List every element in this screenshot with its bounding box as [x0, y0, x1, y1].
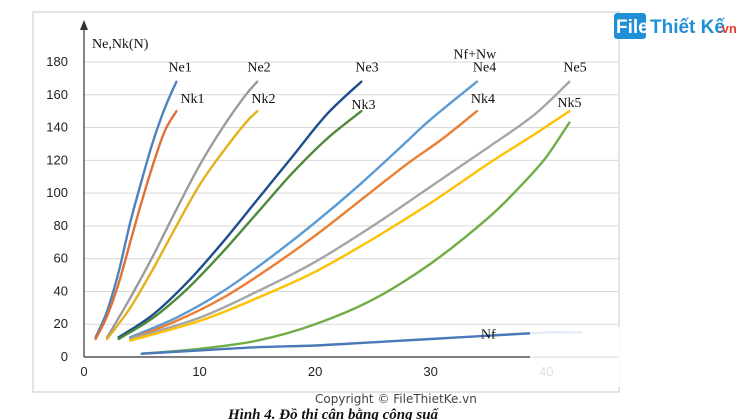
x-tick-label: 10 [192, 364, 206, 379]
y-tick-label: 100 [46, 185, 68, 200]
series-line-nk4 [129, 110, 479, 341]
logo-part-vn: .vn [718, 21, 737, 36]
series-label: Nf [481, 327, 496, 342]
logo-part-file: File [616, 17, 649, 38]
series-label: Nk3 [351, 98, 375, 113]
figure-caption: Hình 4. Đồ thị cân bằng công suấ [227, 407, 440, 420]
series-label: Ne1 [168, 61, 191, 76]
series-label: Ne3 [355, 61, 378, 76]
series-label: Ne5 [563, 61, 586, 76]
x-tick-label: 0 [80, 364, 87, 379]
series-label: Nf+Nw [453, 48, 497, 63]
y-tick-label: 0 [61, 349, 68, 364]
x-tick-label: 30 [423, 364, 437, 379]
y-axis-arrow [80, 20, 88, 30]
series-line-nk1 [94, 110, 178, 341]
y-tick-label: 180 [46, 54, 68, 69]
logo-box [614, 13, 646, 39]
logo-part-thietke: Thiết Kế [650, 17, 725, 38]
series-line-nk3 [117, 110, 363, 341]
series-line-ne4 [129, 80, 479, 339]
series-label: Nk4 [471, 92, 495, 107]
series-line-nk2 [105, 110, 259, 341]
y-axis-title: Ne,Nk(N) [92, 37, 149, 52]
gridlines [84, 61, 618, 325]
y-tick-label: 40 [54, 283, 68, 298]
series-line-ne1 [94, 80, 178, 339]
x-tick-label: 20 [308, 364, 322, 379]
series-labels: Ne1 Nk1 Ne2 Nk2 Ne3 Nk3 Ne4 Nk4 Ne5 Nk5 Nf+Nw Nf [168, 48, 586, 343]
axes [80, 20, 618, 358]
y-tick-label: 20 [54, 316, 68, 331]
copyright-watermark: Copyright © FileThietKe.vn [315, 392, 477, 406]
series-line-nk5 [129, 110, 571, 342]
series-label: Nk5 [557, 96, 581, 111]
series-line-ne5 [129, 80, 571, 341]
y-tick-label: 80 [54, 218, 68, 233]
y-tick-label: 120 [46, 152, 68, 167]
y-tick-labels: 0 20 40 60 80 100 120 140 160 180 [46, 54, 68, 364]
y-tick-label: 160 [46, 87, 68, 102]
brand-logo: File Thiết Kế .vn [614, 13, 737, 39]
series-line-ne3 [117, 80, 363, 339]
series-label: Ne4 [473, 61, 496, 76]
y-tick-label: 60 [54, 251, 68, 266]
series-label: Nk1 [180, 92, 204, 107]
series-label: Ne2 [247, 61, 270, 76]
series-line-ne2 [105, 80, 259, 339]
series-line-nf-nw [140, 121, 571, 355]
watermark-fade [530, 327, 750, 387]
y-tick-label: 140 [46, 120, 68, 135]
series-label: Nk2 [251, 92, 275, 107]
